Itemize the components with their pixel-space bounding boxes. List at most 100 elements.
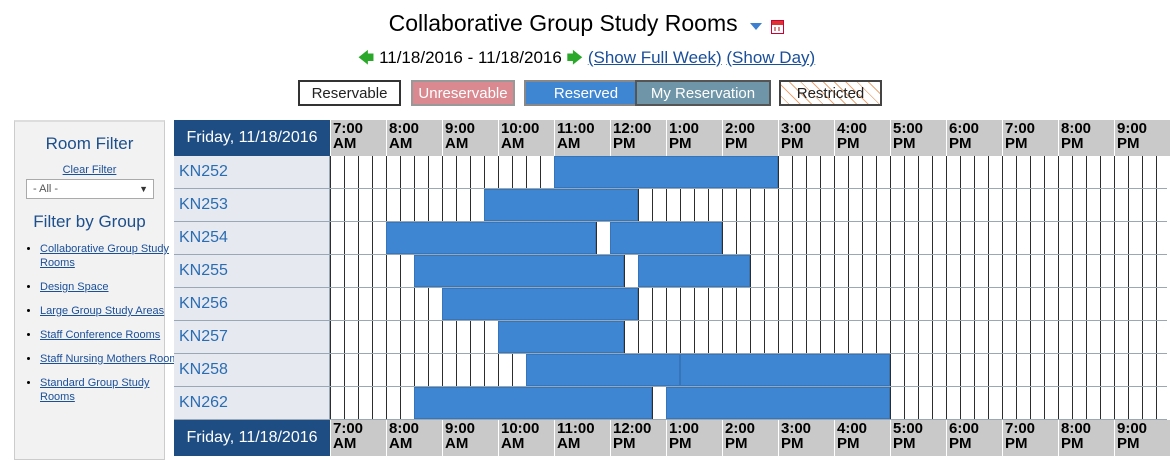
room-filter-title: Room Filter: [45, 134, 134, 153]
hour-header-ampm: PM: [1061, 435, 1084, 452]
reservation-block[interactable]: [442, 288, 638, 320]
reservation-block[interactable]: [386, 222, 596, 254]
hour-header-time: 2:00: [725, 420, 756, 437]
room-filter-select[interactable]: - All - ▼: [26, 179, 154, 199]
legend-unreservable: Unreservable: [411, 80, 515, 106]
hour-header-time: 1:00: [669, 420, 700, 437]
hour-header: 2:00 PM: [722, 420, 778, 456]
page-title-row: Collaborative Group Study Rooms: [0, 8, 1173, 40]
reservation-block[interactable]: [610, 222, 722, 254]
group-list: Collaborative Group Study Rooms Design S…: [15, 242, 180, 414]
time-slots[interactable]: [330, 354, 1167, 386]
reservation-block[interactable]: [498, 321, 624, 353]
hour-header-ampm: PM: [1117, 135, 1140, 152]
time-slots[interactable]: [330, 156, 1167, 188]
hour-header-ampm: PM: [781, 135, 804, 152]
room-name[interactable]: KN252: [174, 156, 330, 188]
room-name[interactable]: KN257: [174, 321, 330, 353]
hour-header: 3:00 PM: [778, 120, 834, 156]
date-range: 11/18/2016 - 11/18/2016: [379, 48, 562, 67]
hour-header: 10:00 AM: [498, 420, 554, 456]
show-day-link[interactable]: (Show Day): [726, 48, 816, 67]
group-item: Staff Nursing Mothers Room: [40, 352, 180, 366]
chevron-down-icon: ▼: [139, 184, 148, 194]
group-link-collaborative[interactable]: Collaborative Group Study Rooms: [40, 243, 170, 269]
reservation-block[interactable]: [414, 387, 652, 419]
reservation-block[interactable]: [638, 255, 750, 287]
day-label: Friday, 11/18/2016: [174, 120, 330, 156]
hour-header-ampm: AM: [501, 135, 525, 152]
hour-header: 10:00 AM: [498, 120, 554, 156]
hour-header: 7:00 AM: [330, 420, 386, 456]
hour-header: 11:00 AM: [554, 420, 610, 456]
time-slots[interactable]: [330, 255, 1167, 287]
room-filter-select-value: - All -: [33, 183, 59, 195]
reservation-block[interactable]: [680, 354, 890, 386]
schedule-header-bottom: Friday, 11/18/2016 7:00 AM 8:00 AM 9:00 AM 10:0…: [174, 420, 1170, 456]
room-name[interactable]: KN253: [174, 189, 330, 221]
hour-header: 2:00 PM: [722, 120, 778, 156]
room-name[interactable]: KN254: [174, 222, 330, 254]
hour-header-time: 11:00: [557, 420, 595, 437]
reservation-block[interactable]: [554, 156, 778, 188]
show-full-week-link[interactable]: (Show Full Week): [587, 48, 722, 67]
group-link-nursing-mothers[interactable]: Staff Nursing Mothers Room: [40, 353, 179, 365]
hour-header-ampm: PM: [1005, 435, 1028, 452]
hour-header-time: 10:00: [501, 420, 540, 437]
hour-header-time: 7:00: [1005, 120, 1036, 137]
hour-header-ampm: PM: [669, 135, 692, 152]
reservation-block[interactable]: [414, 255, 624, 287]
hour-header-ampm: PM: [781, 435, 804, 452]
time-slots[interactable]: [330, 288, 1167, 320]
prev-arrow-icon[interactable]: 🡄: [357, 49, 375, 67]
hour-header-ampm: PM: [725, 135, 748, 152]
reservation-block[interactable]: [666, 387, 890, 419]
dropdown-arrow-icon[interactable]: [750, 23, 762, 31]
room-row: KN258: [174, 354, 1167, 387]
hour-header-ampm: PM: [725, 435, 748, 452]
time-slots[interactable]: [330, 222, 1167, 254]
legend-restricted: Restricted: [779, 80, 882, 106]
legend-reserved: Reserved: [524, 80, 648, 106]
next-arrow-icon[interactable]: 🡆: [566, 49, 584, 67]
group-link-staff-conference[interactable]: Staff Conference Rooms: [40, 329, 161, 341]
hour-header: 9:00 AM: [442, 120, 498, 156]
group-link-standard-group[interactable]: Standard Group Study Rooms: [40, 377, 150, 403]
hour-header-ampm: PM: [669, 435, 692, 452]
hour-header: 4:00 PM: [834, 120, 890, 156]
hour-header-time: 8:00: [1061, 420, 1092, 437]
filter-by-group-title: Filter by Group: [33, 212, 146, 231]
group-link-large-group[interactable]: Large Group Study Areas: [40, 305, 165, 317]
group-item: Standard Group Study Rooms: [40, 376, 180, 404]
day-label: Friday, 11/18/2016: [174, 420, 330, 456]
reservation-block[interactable]: [484, 189, 638, 221]
hour-header-ampm: PM: [893, 135, 916, 152]
group-link-design-space[interactable]: Design Space: [40, 281, 109, 293]
hour-header: 5:00 PM: [890, 120, 946, 156]
hour-header: 6:00 PM: [946, 120, 1002, 156]
time-slots[interactable]: [330, 189, 1167, 221]
hour-header-ampm: AM: [557, 135, 581, 152]
legend-reservable: Reservable: [298, 80, 401, 106]
hour-header-time: 5:00: [893, 120, 924, 137]
reservation-block[interactable]: [526, 354, 680, 386]
calendar-icon[interactable]: [771, 19, 785, 34]
hour-header-time: 4:00: [837, 420, 868, 437]
room-row: KN254: [174, 222, 1167, 255]
clear-filter-link[interactable]: Clear Filter: [62, 164, 117, 176]
hour-header: 12:00 PM: [610, 120, 666, 156]
room-name[interactable]: KN255: [174, 255, 330, 287]
hour-header: 9:00 PM: [1114, 120, 1170, 156]
room-name[interactable]: KN262: [174, 387, 330, 419]
time-slots[interactable]: [330, 321, 1167, 353]
room-name[interactable]: KN256: [174, 288, 330, 320]
room-row: KN256: [174, 288, 1167, 321]
hour-header-time: 9:00: [1117, 420, 1148, 437]
hour-header-time: 1:00: [669, 120, 700, 137]
hour-header-time: 8:00: [1061, 120, 1092, 137]
hour-header: 7:00 AM: [330, 120, 386, 156]
room-name[interactable]: KN258: [174, 354, 330, 386]
time-slots[interactable]: [330, 387, 1167, 419]
hour-header-time: 2:00: [725, 120, 756, 137]
group-item: Staff Conference Rooms: [40, 328, 180, 342]
